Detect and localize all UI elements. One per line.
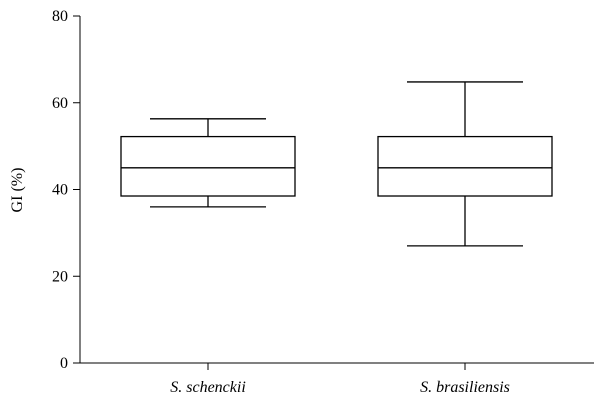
y-axis-title: GI (%) — [9, 168, 26, 213]
x-axis — [80, 362, 594, 370]
box-group — [377, 81, 553, 247]
box-iqr — [377, 135, 553, 197]
y-axis: 0 20 40 60 80 — [52, 8, 81, 372]
box-group — [120, 118, 296, 208]
y-tick-label: 40 — [52, 182, 68, 199]
x-tick-label: S. brasiliensis — [420, 379, 510, 396]
boxes-group — [120, 81, 553, 247]
category-labels: S. schenckii S. brasiliensis — [170, 379, 510, 396]
box-iqr — [120, 135, 296, 197]
x-tick-label: S. schenckii — [170, 379, 246, 396]
y-tick-label: 0 — [60, 355, 68, 372]
y-tick-label: 80 — [52, 8, 68, 25]
y-tick-label: 60 — [52, 95, 68, 112]
y-tick-label: 20 — [52, 268, 68, 285]
